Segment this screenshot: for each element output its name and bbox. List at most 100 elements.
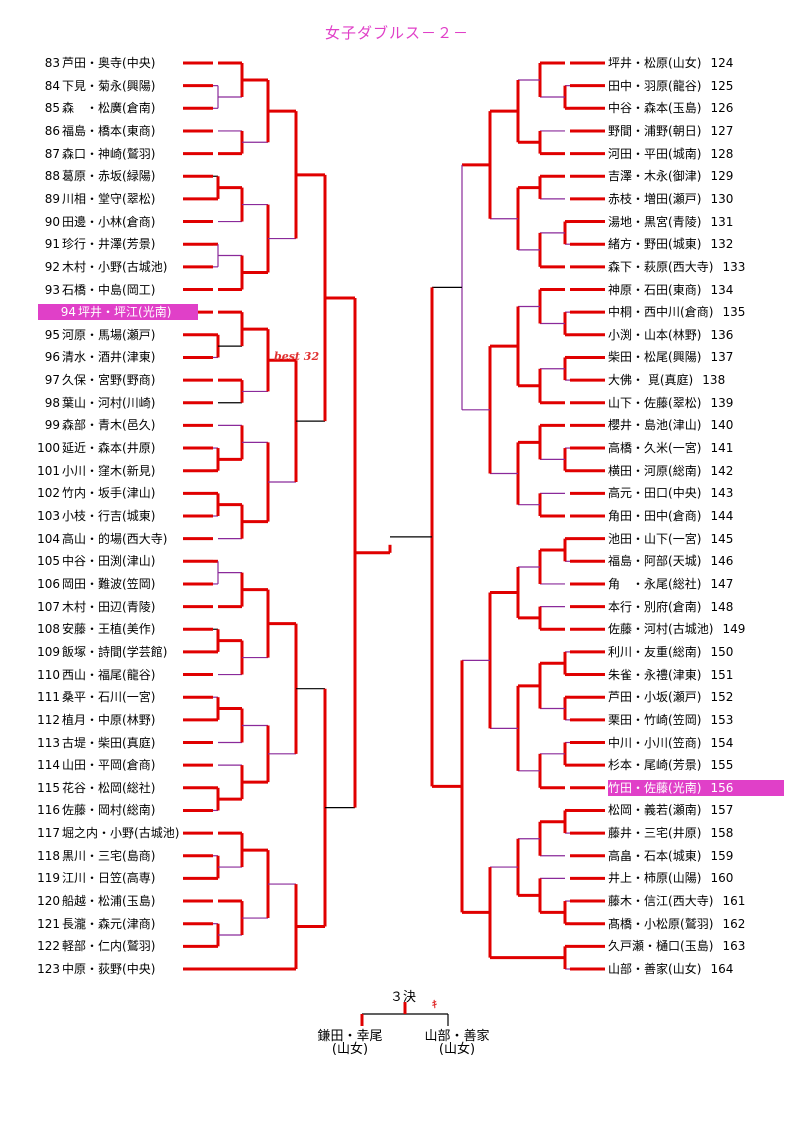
entry-number: 152 (710, 690, 734, 705)
right-entry: 緒方・野田(城東) 132 (608, 236, 788, 252)
right-entry: 野間・浦野(朝日) 127 (608, 123, 788, 139)
entry-players: 長瀧・森元 (62, 916, 123, 931)
entry-school: (東商) (122, 123, 156, 138)
entry-school: (西大寺) (668, 259, 714, 274)
entry-school: (川崎) (122, 395, 156, 410)
left-entry: 120 船越・松浦(玉島) (22, 893, 198, 909)
left-entry: 123 中原・荻野(中央) (22, 961, 198, 977)
entry-players: 栗田・竹崎 (608, 712, 669, 727)
entry-number: 128 (710, 146, 734, 161)
entry-school: (美作) (122, 622, 156, 637)
right-entry: 藤井・三宅(井原) 158 (608, 825, 788, 841)
entry-school: (山女) (668, 56, 702, 70)
right-entry: 湯地・黒宮(青陵) 131 (608, 214, 788, 230)
entry-school: (瀬戸) (668, 191, 702, 206)
right-entry: 山下・佐藤(翠松) 139 (608, 395, 788, 411)
entry-number: 120 (37, 894, 60, 909)
entry-number: 118 (37, 848, 60, 863)
entry-number: 87 (44, 146, 60, 161)
entry-players: 佐藤・岡村 (62, 803, 123, 818)
entry-players: 河原・馬場 (62, 327, 123, 342)
entry-players: 髙橋・小松原 (608, 916, 681, 931)
left-entry: 107 木村・田辺(青陵) (22, 599, 198, 615)
entry-players: 森 ・松廣 (62, 101, 123, 116)
entry-players: 山下・佐藤 (608, 395, 669, 410)
entry-players: 横田・河原 (608, 463, 669, 478)
entry-number: 90 (44, 214, 60, 229)
entry-number: 124 (710, 56, 734, 70)
entry-school: (一宮) (668, 441, 702, 456)
entry-players: 竹内・坂手 (62, 486, 123, 501)
entry-players: 角田・田中 (608, 509, 669, 523)
entry-players: 軽部・仁内 (62, 939, 123, 954)
entry-school: (青陵) (122, 599, 156, 614)
left-entry: 121 長瀧・森元(津商) (22, 916, 198, 932)
entry-school: (総南) (122, 803, 156, 818)
entry-number: 115 (37, 780, 60, 795)
entry-players: 中原・荻野 (62, 962, 123, 976)
entry-number: 89 (44, 191, 60, 206)
third-place-left-team: 鎌田・幸尾 (山女) (305, 1030, 395, 1056)
entry-school: (山陽) (668, 871, 702, 886)
entry-school: (津東) (668, 667, 702, 682)
entry-school: (中央) (122, 962, 156, 976)
entry-number: 133 (722, 259, 746, 274)
entry-number: 132 (710, 237, 734, 252)
entry-number: 116 (37, 803, 60, 818)
right-entry: 井上・柿原(山陽) 160 (608, 870, 788, 886)
entry-number: 161 (722, 894, 746, 909)
left-entry: 111 桑平・石川(一宮) (22, 689, 198, 705)
entry-school: (総社) (668, 576, 702, 591)
entry-school: (翠松) (668, 395, 702, 410)
entry-players: 赤枝・増田 (608, 191, 669, 206)
left-entry: 101 小川・窪木(新見) (22, 463, 198, 479)
entry-number: 160 (710, 871, 734, 886)
entry-players: 松岡・義若 (608, 803, 669, 818)
entry-school: (城東) (668, 848, 702, 863)
entry-school: (倉商) (122, 758, 156, 773)
entry-number: 100 (37, 441, 60, 456)
entry-number: 110 (37, 667, 60, 682)
third-place-mark: ｷ (432, 1000, 437, 1011)
left-entry: 89 川相・堂守(翠松) (22, 191, 198, 207)
entry-school: (西大寺) (668, 894, 714, 909)
left-entry: 93 石橋・中島(岡工) (22, 282, 198, 298)
entry-school: (中央) (122, 56, 156, 70)
right-entry: 佐藤・河村(古城池) 149 (608, 621, 788, 637)
entry-number: 158 (710, 826, 734, 841)
entry-school: (天城) (668, 554, 702, 569)
right-entry: 高橋・久米(一宮) 141 (608, 440, 788, 456)
entry-school: (学芸館) (122, 644, 168, 659)
entry-number: 159 (710, 848, 734, 863)
right-entry: 大佛・ 覓(真庭) 138 (608, 372, 788, 388)
entry-players: 田中・羽原 (608, 78, 669, 93)
entry-school: (津山) (122, 554, 156, 569)
entry-school: (一宮) (668, 531, 702, 546)
entry-school: (津山) (122, 486, 156, 501)
entry-players: 芦田・小坂 (608, 690, 669, 705)
entry-players: 森口・神崎 (62, 146, 123, 161)
entry-players: 河田・平田 (608, 146, 669, 161)
entry-players: 葉山・河村 (62, 395, 123, 410)
entry-number: 92 (44, 259, 60, 274)
right-entry: 角 ・永尾(総社) 147 (608, 576, 788, 592)
entry-school: (邑久) (122, 418, 156, 433)
entry-players: 桑平・石川 (62, 690, 123, 705)
entry-school: (鷲羽) (680, 916, 714, 931)
entry-players: 藤木・信江 (608, 894, 669, 909)
left-entry: 116 佐藤・岡村(総南) (22, 802, 198, 818)
entry-players: 森部・青木 (62, 418, 123, 433)
left-entry: 104 高山・的場(西大寺) (22, 531, 198, 547)
entry-number: 111 (37, 690, 60, 705)
entry-number: 96 (44, 350, 60, 365)
entry-number: 156 (710, 780, 734, 795)
entry-players: 西山・福尾 (62, 667, 123, 682)
entry-number: 85 (44, 101, 60, 116)
entry-players: 珍行・井澤 (62, 237, 123, 252)
entry-players: 植月・中原 (62, 712, 123, 727)
entry-school: (古城池) (122, 259, 168, 274)
left-entry: 115 花谷・松岡(総社) (22, 780, 198, 796)
entry-number: 157 (710, 803, 734, 818)
left-entry: 90 田邊・小林(倉商) (22, 214, 198, 230)
